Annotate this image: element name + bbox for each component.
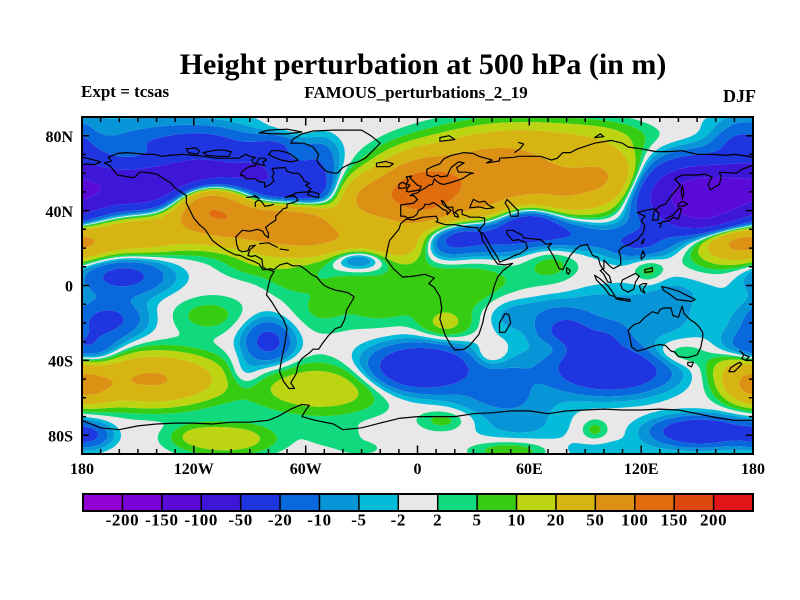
svg-text:0: 0	[65, 279, 73, 296]
svg-text:-50: -50	[228, 511, 252, 530]
svg-text:40N: 40N	[45, 204, 73, 221]
svg-text:Expt = tcsas: Expt = tcsas	[81, 82, 169, 101]
svg-text:-150: -150	[145, 511, 179, 530]
svg-text:10: 10	[507, 511, 525, 530]
svg-text:50: 50	[586, 511, 604, 530]
svg-text:-200: -200	[106, 511, 140, 530]
svg-text:FAMOUS_perturbations_2_19: FAMOUS_perturbations_2_19	[304, 83, 528, 102]
svg-text:80N: 80N	[45, 129, 73, 146]
svg-text:-10: -10	[307, 511, 331, 530]
svg-text:80S: 80S	[48, 429, 73, 446]
svg-text:2: 2	[433, 511, 442, 530]
svg-text:150: 150	[661, 511, 688, 530]
svg-text:100: 100	[621, 511, 648, 530]
svg-text:40S: 40S	[48, 354, 73, 371]
svg-text:-2: -2	[391, 511, 406, 530]
svg-text:-100: -100	[184, 511, 218, 530]
svg-text:60E: 60E	[516, 461, 543, 478]
svg-text:DJF: DJF	[723, 86, 756, 106]
svg-text:120W: 120W	[174, 461, 214, 478]
svg-text:-20: -20	[268, 511, 292, 530]
svg-text:200: 200	[700, 511, 727, 530]
svg-text:-5: -5	[351, 511, 366, 530]
svg-text:0: 0	[414, 461, 422, 478]
svg-text:120E: 120E	[624, 461, 659, 478]
svg-text:180: 180	[741, 461, 765, 478]
svg-text:Height perturbation at 500 hPa: Height perturbation at 500 hPa (in m)	[180, 48, 667, 81]
svg-text:60W: 60W	[290, 461, 322, 478]
svg-text:180: 180	[70, 461, 94, 478]
svg-text:20: 20	[547, 511, 565, 530]
svg-text:5: 5	[473, 511, 482, 530]
